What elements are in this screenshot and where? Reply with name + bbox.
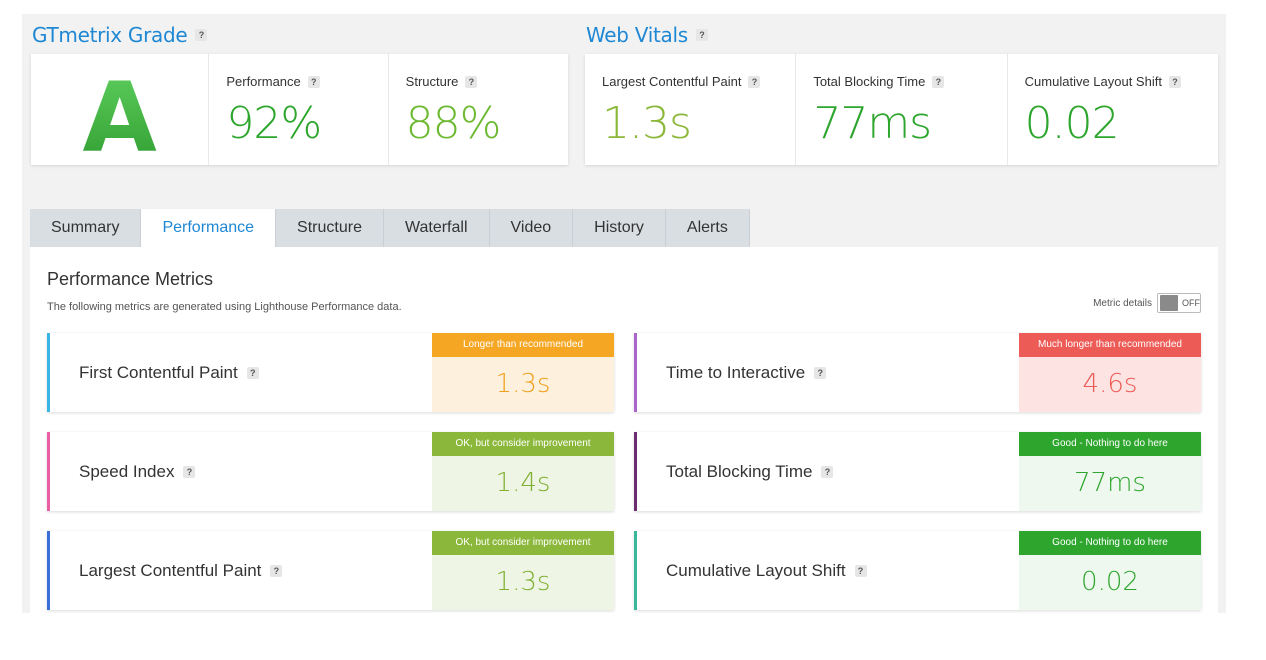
tab-structure[interactable]: Structure [276,209,384,247]
toggle-state: OFF [1182,298,1200,308]
cls-label: Cumulative Layout Shift [1024,74,1162,89]
help-icon[interactable]: ? [465,75,478,88]
help-icon[interactable]: ? [270,564,283,577]
grade-cell: A [31,54,210,174]
metric-value: 1.3s [495,567,551,597]
help-icon[interactable]: ? [307,75,320,88]
panel-subtitle: The following metrics are generated usin… [47,301,402,313]
performance-value: 92% [226,98,322,149]
panel-title: Performance Metrics [47,269,214,289]
lcp-label: Largest Contentful Paint [602,74,742,89]
help-icon[interactable]: ? [195,29,208,41]
metric-total-blocking-time[interactable]: Total Blocking Time? Good - Nothing to d… [634,432,1201,511]
metric-value: 77ms [1074,468,1146,498]
metric-name: Speed Index [79,461,175,481]
performance-panel: Performance Metrics The following metric… [30,247,1218,613]
cls-cell: Cumulative Layout Shift? 0.02 [1008,54,1218,165]
metric-details-toggle[interactable]: OFF [1157,293,1201,313]
structure-value: 88% [405,98,502,149]
help-icon[interactable]: ? [932,75,945,88]
help-icon[interactable]: ? [814,366,827,379]
gtmetrix-grade-title: GTmetrix Grade [32,23,188,47]
metric-score-box: Good - Nothing to do here 0.02 [1019,531,1201,610]
grade-card: A Performance? 92% Structure? 88% [31,54,568,174]
metric-cumulative-layout-shift[interactable]: Cumulative Layout Shift? Good - Nothing … [634,531,1201,610]
lcp-value: 1.3s [602,98,692,149]
web-vitals-title: Web Vitals [586,23,688,47]
performance-cell: Performance? 92% [209,54,389,165]
structure-label: Structure [405,74,459,89]
metric-name: Largest Contentful Paint [79,560,262,580]
toggle-knob [1160,295,1178,311]
grade-letter: A [31,62,208,174]
metric-value: 4.6s [1082,369,1138,399]
metric-score-box: Longer than recommended 1.3s [432,333,614,412]
metric-first-contentful-paint[interactable]: First Contentful Paint? Longer than reco… [47,333,614,412]
metric-badge: OK, but consider improvement [432,531,614,555]
tab-summary[interactable]: Summary [30,209,142,247]
help-icon[interactable]: ? [183,465,196,478]
help-icon[interactable]: ? [821,465,834,478]
metric-value: 1.4s [495,468,551,498]
help-icon[interactable]: ? [246,366,259,379]
web-vitals-card: Largest Contentful Paint? 1.3s Total Blo… [585,54,1218,165]
metric-details-toggle-wrap: Metric details OFF [1093,293,1201,313]
metric-time-to-interactive[interactable]: Time to Interactive? Much longer than re… [634,333,1201,412]
tbt-cell: Total Blocking Time? 77ms [796,54,1008,165]
metric-badge: Longer than recommended [432,333,614,357]
lcp-cell: Largest Contentful Paint? 1.3s [585,54,797,165]
metric-details-label: Metric details [1093,297,1152,309]
metric-score-box: Good - Nothing to do here 77ms [1019,432,1201,511]
metric-value: 0.02 [1081,567,1139,597]
metric-name: Total Blocking Time [666,461,813,481]
metric-score-box: OK, but consider improvement 1.3s [432,531,614,610]
metric-name: First Contentful Paint [79,362,238,382]
tab-performance[interactable]: Performance [141,209,277,247]
help-icon[interactable]: ? [748,75,761,88]
web-vitals-heading: Web Vitals ? [586,23,708,47]
metric-score-box: OK, but consider improvement 1.4s [432,432,614,511]
cls-value: 0.02 [1024,98,1120,149]
tab-history[interactable]: History [573,209,666,247]
help-icon[interactable]: ? [1168,75,1181,88]
tab-alerts[interactable]: Alerts [665,209,750,247]
metric-badge: Good - Nothing to do here [1019,432,1201,456]
help-icon[interactable]: ? [854,564,867,577]
metric-badge: OK, but consider improvement [432,432,614,456]
tab-waterfall[interactable]: Waterfall [383,209,490,247]
metric-name: Time to Interactive [666,362,806,382]
metric-speed-index[interactable]: Speed Index? OK, but consider improvemen… [47,432,614,511]
help-icon[interactable]: ? [695,29,708,41]
tbt-label: Total Blocking Time [813,74,926,89]
structure-cell: Structure? 88% [389,54,568,165]
metric-score-box: Much longer than recommended 4.6s [1019,333,1201,412]
metric-largest-contentful-paint[interactable]: Largest Contentful Paint? OK, but consid… [47,531,614,610]
performance-label: Performance [226,74,301,89]
tab-video[interactable]: Video [489,209,574,247]
metric-name: Cumulative Layout Shift [666,560,846,580]
gtmetrix-grade-heading: GTmetrix Grade ? [32,23,208,47]
report-tabs: Summary Performance Structure Waterfall … [30,209,750,247]
metric-value: 1.3s [495,369,551,399]
metric-badge: Much longer than recommended [1019,333,1201,357]
tbt-value: 77ms [813,98,932,149]
metric-badge: Good - Nothing to do here [1019,531,1201,555]
